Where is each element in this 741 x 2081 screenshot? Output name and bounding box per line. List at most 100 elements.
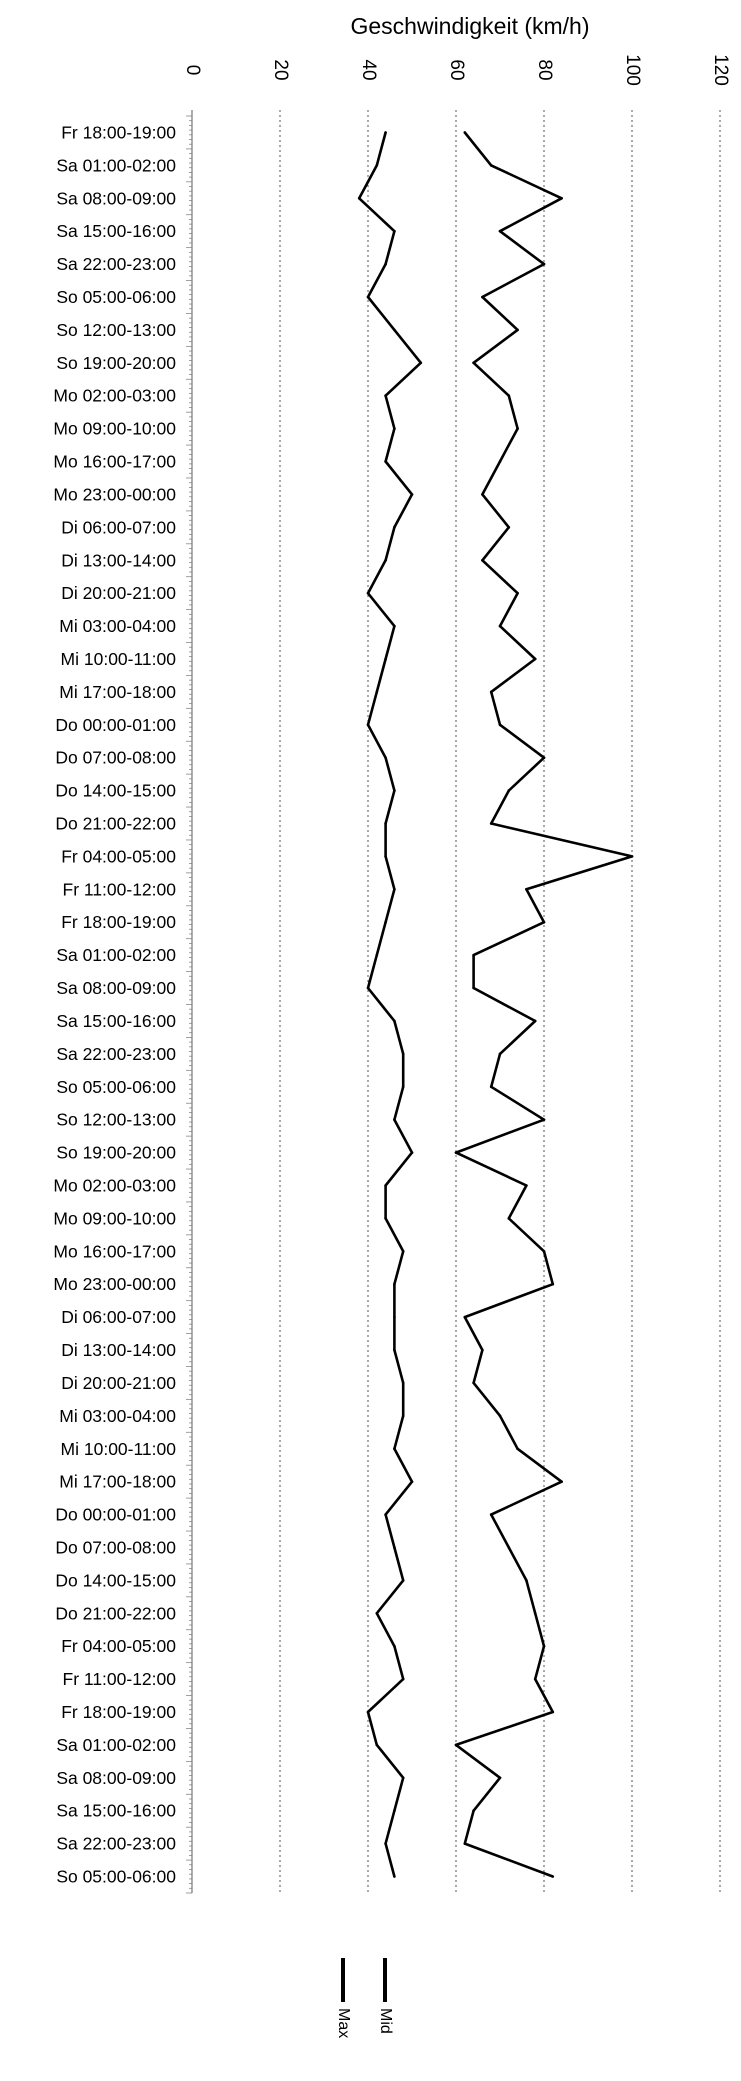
data-point-mid xyxy=(384,558,387,562)
data-point-mid xyxy=(357,196,361,200)
data-point-max xyxy=(507,789,511,792)
category-axis-labels: Fr 18:00-19:00 Sa 01:00-02:00 Sa 08:00-09:… xyxy=(53,122,176,1886)
data-point-max xyxy=(630,855,634,858)
data-point-mid xyxy=(375,953,379,957)
category-label: Do 14:00-15:00 xyxy=(55,1570,176,1590)
data-point-max xyxy=(498,1052,502,1056)
data-point-max xyxy=(454,1743,458,1747)
category-label: Do 14:00-15:00 xyxy=(55,781,176,801)
category-label: Mi 10:00-11:00 xyxy=(61,1439,177,1459)
category-label: Di 20:00-21:00 xyxy=(61,1373,176,1393)
data-point-mid xyxy=(384,855,387,858)
data-point-max xyxy=(463,1842,467,1845)
data-point-max xyxy=(472,953,475,957)
data-point-mid xyxy=(384,920,387,924)
data-point-max xyxy=(533,1019,537,1023)
data-point-max xyxy=(489,690,493,694)
data-point-mid xyxy=(384,657,387,661)
category-label: Di 13:00-14:00 xyxy=(61,550,176,570)
category-label: So 12:00-13:00 xyxy=(56,1110,176,1130)
value-tick-label: 60 xyxy=(446,59,467,80)
category-label: So 19:00-20:00 xyxy=(56,353,176,373)
data-point-mid xyxy=(393,1315,396,1319)
category-label: Sa 01:00-02:00 xyxy=(56,945,176,965)
data-point-max xyxy=(489,1085,493,1089)
category-label: Mo 23:00-00:00 xyxy=(53,1274,176,1294)
value-tick-label: 80 xyxy=(534,59,555,80)
data-point-max xyxy=(454,1151,458,1154)
data-point-mid xyxy=(366,723,370,727)
data-point-max xyxy=(551,1710,555,1714)
category-label: Mo 16:00-17:00 xyxy=(53,452,176,472)
data-point-mid xyxy=(393,328,396,332)
category-axis-tickmarks xyxy=(186,115,192,1894)
data-point-max xyxy=(516,427,519,430)
data-point-mid xyxy=(419,361,423,365)
data-point-max xyxy=(472,1809,475,1813)
category-label: Sa 22:00-23:00 xyxy=(56,1834,176,1854)
data-point-mid xyxy=(375,1611,379,1615)
data-point-mid xyxy=(366,1710,370,1714)
data-point-max xyxy=(525,1579,528,1582)
category-label: Do 21:00-22:00 xyxy=(55,814,176,834)
data-point-mid xyxy=(384,131,387,134)
data-point-max xyxy=(472,1381,475,1385)
data-point-max xyxy=(507,394,511,398)
category-label: Mo 16:00-17:00 xyxy=(53,1241,176,1261)
data-point-max xyxy=(542,1118,546,1121)
data-point-mid xyxy=(384,1513,387,1516)
data-point-mid xyxy=(401,1414,405,1418)
chart-title: Geschwindigkeit (km/h) xyxy=(350,13,589,39)
data-point-max xyxy=(498,229,502,233)
category-label: Sa 15:00-16:00 xyxy=(56,1011,176,1031)
data-point-mid xyxy=(375,1743,379,1747)
data-point-mid xyxy=(366,295,370,299)
data-point-mid xyxy=(401,1776,405,1780)
category-label: Fr 04:00-05:00 xyxy=(61,846,176,866)
data-point-max xyxy=(489,1513,493,1516)
data-point-mid xyxy=(384,1842,387,1845)
data-point-max xyxy=(542,1250,546,1253)
data-point-max xyxy=(551,1875,555,1878)
gridlines xyxy=(191,110,721,1893)
data-point-mid xyxy=(393,1644,396,1648)
data-point-max xyxy=(498,624,502,628)
data-point-max xyxy=(560,1480,563,1483)
category-label: Mi 17:00-18:00 xyxy=(59,682,176,702)
data-point-max xyxy=(525,1184,528,1187)
data-point-max xyxy=(516,1447,519,1451)
value-tick-label: 20 xyxy=(270,59,291,80)
data-point-max xyxy=(463,1315,467,1319)
value-tick-label: 40 xyxy=(358,59,379,80)
data-point-max xyxy=(507,1546,511,1549)
category-label: Do 21:00-22:00 xyxy=(55,1603,176,1623)
value-tick-label: 120 xyxy=(710,54,731,86)
series-line-mid xyxy=(357,132,423,1877)
legend-label-mid: Mid xyxy=(377,2008,394,2034)
data-point-mid xyxy=(393,624,396,628)
category-label: Mo 09:00-10:00 xyxy=(53,419,176,439)
value-tick-label: 100 xyxy=(622,54,643,86)
data-point-max xyxy=(481,1348,484,1352)
data-point-max xyxy=(533,657,537,661)
data-point-mid xyxy=(393,789,396,792)
data-point-mid xyxy=(384,1217,387,1220)
data-point-max xyxy=(542,262,546,266)
data-point-max xyxy=(498,1776,502,1780)
category-label: Mi 03:00-04:00 xyxy=(59,616,176,636)
data-point-mid xyxy=(366,986,370,990)
data-point-max xyxy=(551,1282,555,1286)
category-label: Sa 22:00-23:00 xyxy=(56,254,176,274)
data-point-max xyxy=(542,756,546,759)
category-label: Sa 08:00-09:00 xyxy=(56,978,176,998)
data-point-mid xyxy=(393,888,396,891)
data-point-max xyxy=(516,591,519,595)
legend: Max Mid xyxy=(335,1958,394,2038)
data-point-mid xyxy=(410,1151,414,1154)
category-label: Sa 01:00-02:00 xyxy=(56,155,176,175)
category-label: Fr 04:00-05:00 xyxy=(61,1636,176,1656)
data-point-max xyxy=(533,1611,537,1615)
category-label: Mi 10:00-11:00 xyxy=(61,649,177,669)
data-point-mid xyxy=(401,1085,405,1089)
series-line-max xyxy=(454,131,634,1878)
